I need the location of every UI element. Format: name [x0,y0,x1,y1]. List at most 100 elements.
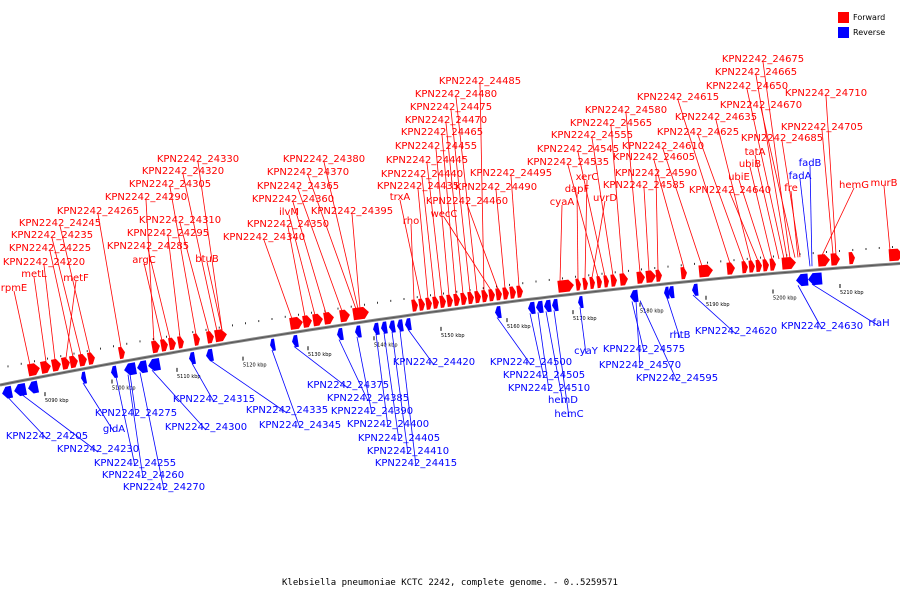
reverse-gene-arrow [630,289,639,303]
genome-caption: Klebsiella pneumoniae KCTC 2242, complet… [282,578,618,588]
forward-gene-arrow [645,270,656,283]
scale-tick-label: 5120 kbp [243,363,267,369]
gene-label: KPN2242_24365 [257,181,339,192]
gene-label: KPN2242_24650 [706,81,788,92]
gene-label: KPN2242_24545 [537,144,619,155]
gene-label: KPN2242_24580 [585,105,667,116]
leader-line [338,339,369,402]
gene-label: KPN2242_24610 [622,141,704,152]
gene-label: KPN2242_24485 [439,76,521,87]
leader-line [139,372,165,491]
gene-label: dapF [565,184,590,195]
leader-line [625,112,641,273]
gene-label: rpmE [1,283,28,294]
scale-tick-label: 5180 kbp [640,309,664,315]
leader-line [825,95,837,255]
legend: Forward Reverse [838,10,885,40]
reverse-swatch [838,27,849,38]
gene-label: KPN2242_24320 [142,166,224,177]
forward-gene-arrow [817,254,830,267]
reverse-gene-arrow [28,380,40,394]
forward-gene-arrow [589,276,595,290]
gene-label: ubiB [739,159,761,170]
scale-tick-label: 5090 kbp [45,398,69,404]
leader-line [191,363,215,403]
label-leader-lines [7,61,891,491]
gene-label: KPN2242_24345 [259,420,341,431]
forward-gene-arrow [680,267,687,280]
forward-gene-arrow [117,346,125,360]
gene-label: KPN2242_24220 [3,257,85,268]
leader-line [577,151,606,277]
leader-line [206,261,223,331]
gene-label: KPN2242_24410 [367,446,449,457]
scale-tick-label: 5110 kbp [177,374,201,380]
forward-gene-arrow [312,313,323,327]
gene-label: KPN2242_24455 [395,141,477,152]
forward-gene-arrow [68,355,78,369]
scale-tick-label: 5210 kbp [840,290,864,296]
gene-label: KPN2242_24605 [613,152,695,163]
leader-line [375,333,389,428]
forward-gene-arrow [50,358,61,372]
forward-gene-arrow [418,298,425,311]
genome-backbone [0,262,900,387]
leader-line [51,237,82,356]
leader-line [639,300,678,382]
reverse-gene-arrow [397,319,404,332]
gene-label: KPN2242_24290 [105,192,187,203]
reverse-gene-arrow [373,322,380,335]
reverse-gene-arrow [495,305,502,319]
gene-label: KPN2242_24405 [358,433,440,444]
gene-label: KPN2242_24575 [603,344,685,355]
gene-label: gldA [103,424,125,435]
gene-label: wecC [431,209,458,220]
leader-line [383,332,400,442]
gene-label: KPN2242_24565 [570,118,652,129]
leader-line [666,297,681,339]
reverse-gene-arrow [808,272,823,286]
gene-label: argC [132,255,155,266]
forward-gene-arrow [481,290,488,303]
gene-label: metL [21,269,47,280]
forward-gene-arrow [339,309,350,323]
leader-line [655,175,659,271]
gene-label: KPN2242_24535 [527,157,609,168]
leader-line [653,159,685,269]
gene-label: KPN2242_24270 [123,482,205,493]
forward-gene-arrow [467,291,474,305]
forward-gene-arrow [439,295,446,308]
leader-line [537,312,550,392]
gene-label: KPN2242_24335 [246,405,328,416]
gene-label: KPN2242_24245 [19,218,101,229]
leader-line [443,216,492,291]
leader-line [821,129,834,255]
leader-line [553,310,570,418]
forward-gene-arrow [636,271,645,284]
forward-gene-arrow [302,315,312,328]
gene-label: cyaY [574,346,599,357]
gene-label: KPN2242_24380 [283,154,365,165]
leader-line [297,188,343,312]
reverse-gene-arrow [14,382,28,397]
gene-label: KPN2242_24445 [386,155,468,166]
gene-label: trxA [390,192,411,203]
gene-label: KPN2242_24555 [551,130,633,141]
gene-label: fre [784,183,798,194]
gene-label: ilvM [279,207,299,218]
leader-line [65,280,77,359]
gene-label: KPN2242_24615 [637,92,719,103]
leader-line [631,301,645,353]
forward-gene-arrow [557,279,574,293]
forward-gene-arrow [748,260,755,273]
reverse-gene-arrow [189,351,196,365]
gene-label: KPN2242_24390 [331,406,413,417]
forward-gene-arrow [769,258,776,271]
leader-line [729,192,759,262]
leader-line [797,285,823,330]
leader-line [762,61,791,259]
reverse-gene-arrow [544,299,552,313]
gene-label: KPN2242_24315 [173,394,255,405]
reverse-gene-arrow [137,360,148,374]
forward-gene-arrow [726,262,735,275]
